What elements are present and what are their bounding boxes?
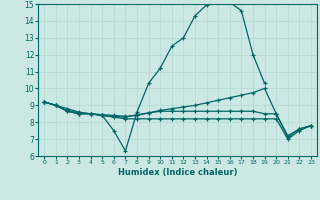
X-axis label: Humidex (Indice chaleur): Humidex (Indice chaleur) [118, 168, 237, 177]
